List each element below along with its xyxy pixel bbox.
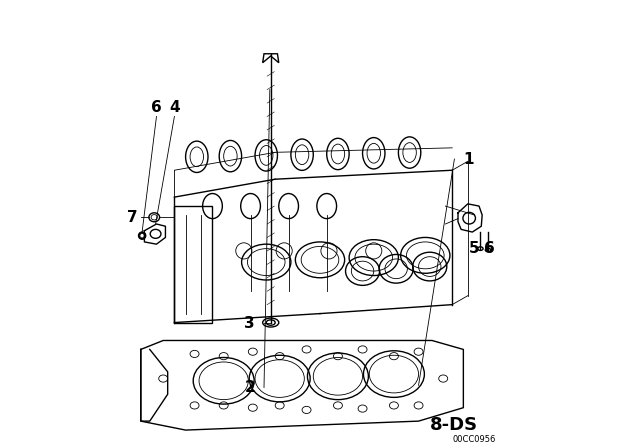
Text: 6: 6 [151, 100, 162, 115]
Text: 3: 3 [244, 316, 255, 331]
Text: 5: 5 [469, 241, 480, 256]
Ellipse shape [149, 213, 159, 222]
Text: 8-DS: 8-DS [430, 416, 479, 434]
Text: 7: 7 [127, 210, 138, 225]
Text: 6: 6 [484, 241, 495, 256]
Bar [174, 206, 212, 323]
Ellipse shape [485, 248, 491, 252]
Ellipse shape [477, 247, 483, 250]
Text: 1: 1 [463, 151, 474, 167]
Text: 00CC0956: 00CC0956 [453, 435, 496, 444]
Text: 2: 2 [244, 380, 255, 395]
Ellipse shape [139, 232, 146, 239]
Ellipse shape [262, 318, 279, 327]
Polygon shape [262, 54, 279, 63]
Text: 4: 4 [169, 100, 180, 115]
